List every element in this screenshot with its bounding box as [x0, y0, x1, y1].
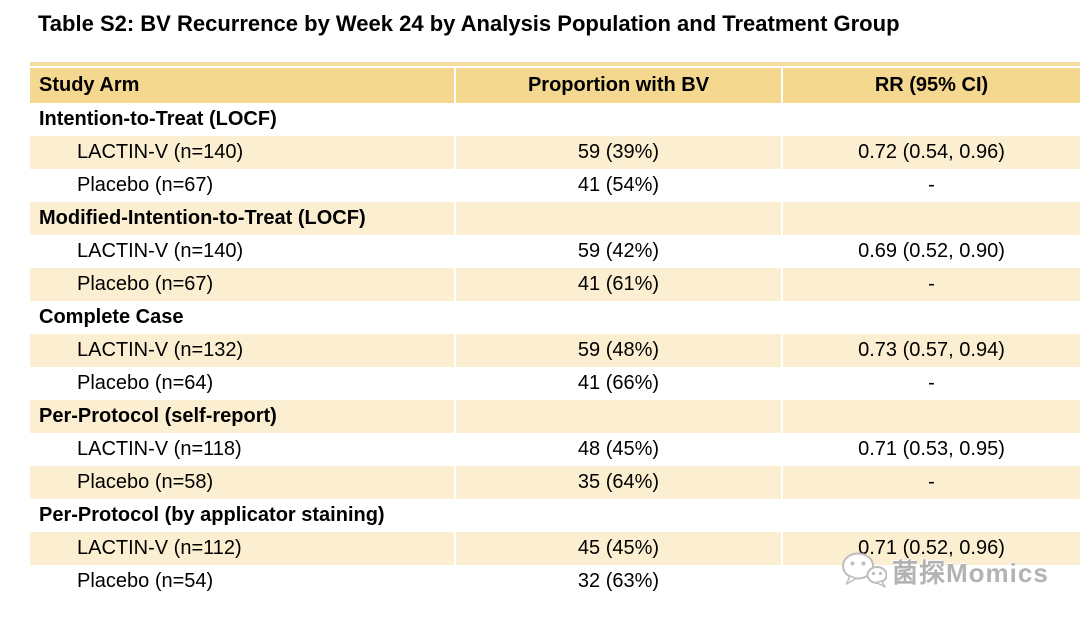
proportion-cell: 59 (39%): [454, 136, 782, 169]
section-row: Modified-Intention-to-Treat (LOCF): [30, 202, 1080, 235]
empty-cell: [781, 499, 1080, 532]
rr-cell: -: [781, 169, 1080, 202]
study-arm-cell: Placebo (n=67): [30, 169, 455, 202]
table-row: LACTIN-V (n=112) 45 (45%) 0.71 (0.52, 0.96…: [30, 532, 1080, 565]
table-row: LACTIN-V (n=132) 59 (48%) 0.73 (0.57, 0.94…: [30, 334, 1080, 367]
proportion-cell: 41 (54%): [454, 169, 782, 202]
study-arm-cell: LACTIN-V (n=132): [30, 334, 455, 367]
empty-cell: [454, 400, 782, 433]
rr-cell: 0.71 (0.52, 0.96): [781, 532, 1080, 565]
proportion-cell: 32 (63%): [454, 565, 782, 598]
study-arm-cell: LACTIN-V (n=140): [30, 136, 455, 169]
table-row: Placebo (n=64) 41 (66%) -: [30, 367, 1080, 400]
study-arm-cell: LACTIN-V (n=140): [30, 235, 455, 268]
section-row: Per-Protocol (by applicator staining): [30, 499, 1080, 532]
study-arm-cell: Placebo (n=54): [30, 565, 455, 598]
section-label-cell: Per-Protocol (by applicator staining): [30, 499, 455, 532]
section-row: Complete Case: [30, 301, 1080, 334]
section-row: Intention-to-Treat (LOCF): [30, 103, 1080, 136]
table-row: Placebo (n=54) 32 (63%): [30, 565, 1080, 598]
rr-cell: 0.69 (0.52, 0.90): [781, 235, 1080, 268]
table-top-border: [30, 62, 1080, 66]
proportion-cell: 35 (64%): [454, 466, 782, 499]
empty-cell: [454, 202, 782, 235]
empty-cell: [454, 499, 782, 532]
empty-cell: [454, 103, 782, 136]
table-row: LACTIN-V (n=140) 59 (39%) 0.72 (0.54, 0.96…: [30, 136, 1080, 169]
proportion-cell: 59 (48%): [454, 334, 782, 367]
col-header-proportion-bv: Proportion with BV: [454, 68, 782, 103]
header-row: Study Arm Proportion with BV RR (95% CI): [30, 68, 1080, 103]
rr-cell: -: [781, 466, 1080, 499]
empty-cell: [781, 103, 1080, 136]
table-row: LACTIN-V (n=118) 48 (45%) 0.71 (0.53, 0.95…: [30, 433, 1080, 466]
study-arm-cell: Placebo (n=67): [30, 268, 455, 301]
table-container: Study Arm Proportion with BV RR (95% CI)…: [30, 62, 1080, 598]
proportion-cell: 48 (45%): [454, 433, 782, 466]
table-title: Table S2: BV Recurrence by Week 24 by An…: [38, 11, 900, 36]
table-row: Placebo (n=58) 35 (64%) -: [30, 466, 1080, 499]
section-row: Per-Protocol (self-report): [30, 400, 1080, 433]
rr-cell: [781, 565, 1080, 598]
proportion-cell: 41 (66%): [454, 367, 782, 400]
section-label-cell: Per-Protocol (self-report): [30, 400, 455, 433]
section-label-cell: Intention-to-Treat (LOCF): [30, 103, 455, 136]
proportion-cell: 59 (42%): [454, 235, 782, 268]
table-row: Placebo (n=67) 41 (54%) -: [30, 169, 1080, 202]
empty-cell: [781, 400, 1080, 433]
rr-cell: -: [781, 367, 1080, 400]
section-label-cell: Complete Case: [30, 301, 455, 334]
study-arm-cell: Placebo (n=58): [30, 466, 455, 499]
rr-cell: 0.71 (0.53, 0.95): [781, 433, 1080, 466]
empty-cell: [454, 301, 782, 334]
col-header-study-arm: Study Arm: [30, 68, 455, 103]
bv-recurrence-table: Study Arm Proportion with BV RR (95% CI)…: [30, 68, 1080, 598]
rr-cell: -: [781, 268, 1080, 301]
study-arm-cell: LACTIN-V (n=118): [30, 433, 455, 466]
col-header-rr-ci: RR (95% CI): [781, 68, 1080, 103]
table-row: LACTIN-V (n=140) 59 (42%) 0.69 (0.52, 0.90…: [30, 235, 1080, 268]
proportion-cell: 41 (61%): [454, 268, 782, 301]
rr-cell: 0.72 (0.54, 0.96): [781, 136, 1080, 169]
table-row: Placebo (n=67) 41 (61%) -: [30, 268, 1080, 301]
empty-cell: [781, 301, 1080, 334]
empty-cell: [781, 202, 1080, 235]
proportion-cell: 45 (45%): [454, 532, 782, 565]
section-label-cell: Modified-Intention-to-Treat (LOCF): [30, 202, 455, 235]
study-arm-cell: Placebo (n=64): [30, 367, 455, 400]
study-arm-cell: LACTIN-V (n=112): [30, 532, 455, 565]
rr-cell: 0.73 (0.57, 0.94): [781, 334, 1080, 367]
